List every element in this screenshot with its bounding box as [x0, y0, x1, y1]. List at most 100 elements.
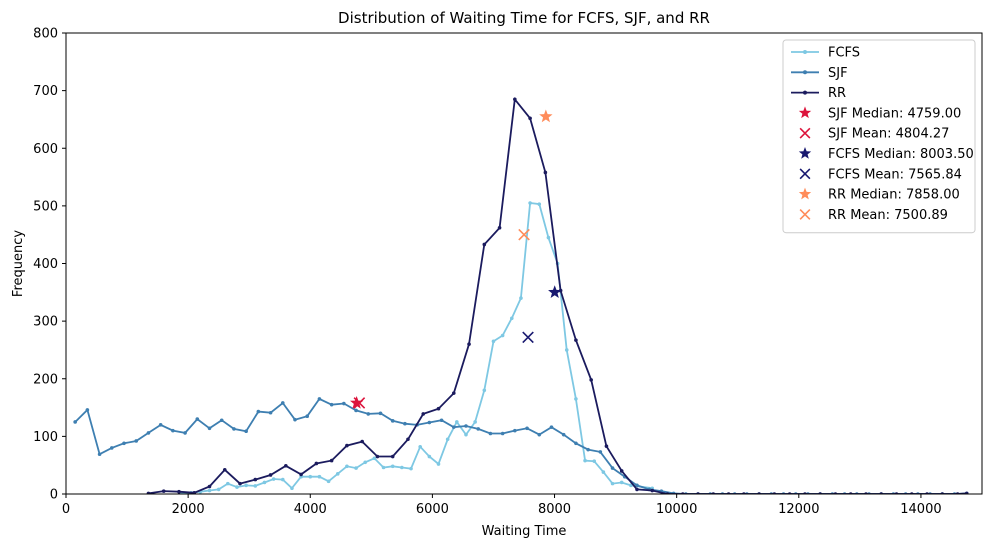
data-point-rr	[345, 443, 349, 448]
data-point-fcfs	[436, 462, 441, 466]
y-tick-label: 800	[33, 27, 58, 42]
data-point-fcfs	[519, 296, 523, 300]
legend-marker	[799, 127, 811, 139]
data-point-rr	[329, 458, 334, 463]
legend-swatch-dot	[803, 50, 807, 54]
marker-fcfs-mean	[522, 331, 534, 344]
data-point-fcfs	[482, 388, 487, 393]
data-point-sjf	[451, 425, 456, 429]
data-point-fcfs	[418, 444, 422, 449]
data-point-rr	[604, 444, 609, 448]
data-point-sjf	[146, 431, 151, 435]
legend-marker	[799, 168, 811, 180]
x-tick-label: 6000	[416, 502, 449, 517]
x-tick-label: 14000	[900, 502, 941, 517]
data-point-rr	[146, 491, 151, 494]
data-point-sjf	[183, 431, 187, 435]
legend-marker	[798, 106, 812, 119]
data-point-sjf	[73, 420, 77, 424]
data-point-sjf	[513, 428, 517, 433]
data-point-rr	[161, 489, 166, 493]
y-tick-label: 500	[33, 199, 58, 214]
data-point-sjf	[488, 431, 493, 436]
data-point-rr	[482, 242, 487, 247]
data-point-sjf	[500, 431, 505, 436]
data-point-rr	[497, 225, 502, 230]
data-point-sjf	[122, 441, 126, 446]
data-point-fcfs	[253, 484, 258, 488]
data-point-sjf	[464, 424, 468, 428]
data-point-fcfs	[363, 460, 368, 465]
data-point-sjf	[207, 426, 212, 431]
legend-marker	[798, 147, 812, 159]
data-point-sjf	[232, 427, 236, 431]
data-point-fcfs	[583, 458, 587, 463]
data-point-sjf	[317, 397, 322, 401]
data-point-sjf	[439, 418, 444, 423]
legend-label-fcfs: FCFS	[828, 46, 860, 61]
legend-box	[782, 39, 976, 234]
data-point-fcfs	[354, 466, 358, 470]
data-point-rr	[299, 472, 303, 477]
data-point-fcfs	[610, 481, 615, 486]
legend-label: RR Median: 7858.00	[828, 188, 960, 203]
legend-label-rr: RR	[828, 86, 846, 101]
legend-swatch-dot	[803, 90, 807, 95]
marker-fcfs-median	[548, 285, 562, 298]
data-point-fcfs	[335, 472, 340, 476]
data-point-fcfs	[546, 235, 551, 240]
data-point-fcfs	[326, 479, 331, 484]
data-point-rr	[574, 338, 578, 342]
data-point-sjf	[97, 452, 102, 457]
data-point-sjf	[403, 421, 407, 426]
data-point-sjf	[268, 410, 273, 415]
data-point-sjf	[195, 417, 200, 421]
legend-label-sjf: SJF	[828, 66, 848, 81]
data-point-fcfs	[473, 420, 477, 424]
data-point-rr	[314, 461, 319, 466]
data-point-fcfs	[409, 466, 413, 471]
data-point-sjf	[574, 441, 578, 446]
data-point-fcfs	[390, 464, 395, 469]
data-point-fcfs	[317, 474, 322, 479]
data-point-fcfs	[537, 202, 542, 206]
data-point-rr	[543, 170, 548, 175]
data-point-fcfs	[455, 420, 459, 424]
y-tick-label: 100	[33, 430, 58, 445]
data-point-fcfs	[381, 465, 386, 470]
x-axis-label: Waiting Time	[482, 524, 567, 539]
data-point-sjf	[635, 483, 639, 488]
y-tick-label: 200	[33, 372, 58, 387]
data-point-fcfs	[619, 480, 624, 485]
data-point-rr	[436, 406, 441, 411]
data-point-fcfs	[592, 459, 597, 463]
data-point-fcfs	[491, 339, 496, 344]
legend-label: SJF Median: 4759.00	[828, 106, 961, 121]
data-point-rr	[619, 469, 624, 473]
data-point-sjf	[390, 419, 395, 423]
legend-label: FCFS Median: 8003.50	[828, 147, 974, 162]
data-point-sjf	[342, 401, 346, 406]
data-point-rr	[390, 454, 395, 459]
data-point-fcfs	[271, 477, 276, 481]
data-point-fcfs	[528, 201, 532, 205]
data-point-sjf	[586, 447, 590, 452]
legend-marker	[798, 187, 812, 200]
data-point-fcfs	[400, 465, 404, 470]
data-point-fcfs	[345, 464, 349, 469]
legend-label: RR Mean: 7500.89	[828, 208, 948, 223]
data-point-sjf	[305, 414, 310, 419]
y-tick-label: 700	[33, 84, 58, 99]
data-point-sjf	[219, 418, 224, 423]
data-point-rr	[528, 116, 532, 121]
marker-sjf-mean	[353, 397, 366, 409]
legend-marker	[799, 208, 811, 220]
plot-frame	[65, 32, 983, 495]
y-tick-label: 600	[33, 142, 58, 157]
legend-label: SJF Mean: 4804.27	[828, 127, 949, 142]
data-point-fcfs	[244, 483, 248, 488]
data-point-sjf	[525, 426, 529, 431]
data-point-sjf	[244, 429, 248, 433]
data-point-sjf	[598, 450, 603, 454]
data-point-sjf	[378, 411, 383, 416]
